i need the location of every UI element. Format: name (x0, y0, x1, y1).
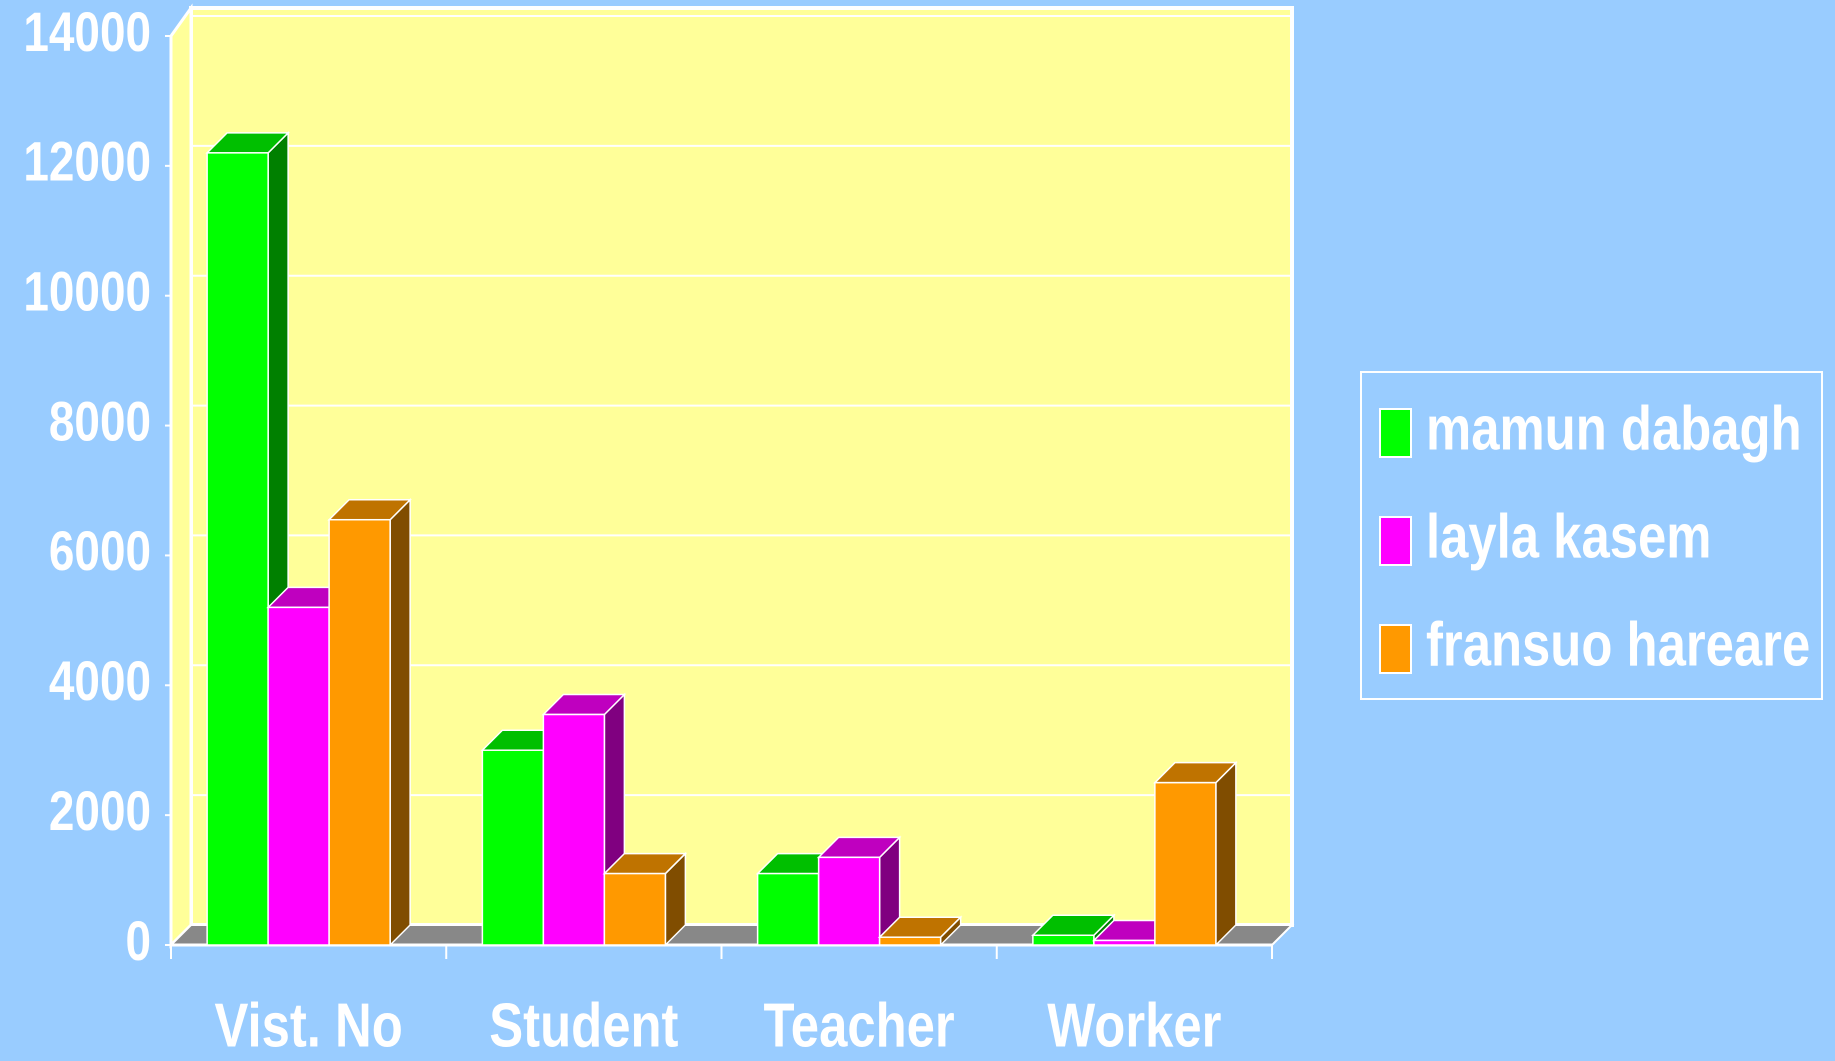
x-tick-label: Worker (1047, 992, 1221, 1061)
legend-label: mamun dabagh (1426, 395, 1802, 464)
bar (878, 936, 942, 946)
y-tick-label: 14000 (23, 0, 151, 62)
legend-swatch (1379, 408, 1412, 458)
bar (481, 749, 545, 946)
legend-swatch (1379, 516, 1412, 566)
bar (542, 713, 606, 946)
x-tick-label: Teacher (764, 992, 955, 1061)
bar-side (389, 497, 411, 947)
y-tick-label: 0 (125, 909, 151, 971)
bar (817, 856, 881, 946)
bar (267, 606, 330, 946)
bar (756, 872, 820, 946)
bar (1093, 939, 1156, 946)
y-tick-label: 2000 (49, 780, 151, 842)
bar (1154, 781, 1217, 946)
bar-side (1215, 760, 1237, 947)
x-tick-label: Student (489, 992, 678, 1061)
bar (328, 518, 391, 946)
x-tick-label: Vist. No (214, 992, 402, 1061)
bar (603, 872, 667, 946)
bar (1032, 934, 1095, 946)
legend-label: layla kasem (1426, 503, 1711, 572)
y-tick-label: 10000 (23, 260, 151, 322)
legend-label: fransuo hareare (1426, 611, 1810, 680)
legend-swatch (1379, 624, 1412, 674)
y-tick-label: 4000 (49, 650, 151, 712)
side-wall (169, 3, 193, 949)
legend (1360, 371, 1823, 700)
y-tick-label: 12000 (23, 130, 151, 192)
y-tick-label: 6000 (49, 520, 151, 582)
bar (206, 152, 269, 946)
y-tick-label: 8000 (49, 390, 151, 452)
